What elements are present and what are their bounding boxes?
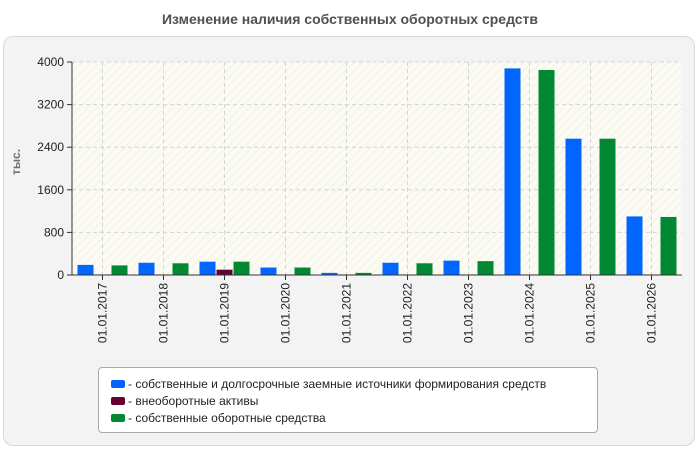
bar-series-3 [416, 263, 433, 275]
bar-series-1 [199, 261, 216, 275]
bars [77, 68, 677, 276]
bar-series-1 [443, 260, 460, 275]
y-tick-label: 4000 [37, 55, 64, 69]
bar-series-3 [294, 267, 311, 275]
y-tick-label: 1600 [37, 183, 64, 197]
y-axis-label: тыс. [9, 149, 23, 175]
bar-series-3 [172, 263, 189, 275]
y-tick-label: 0 [57, 268, 64, 282]
x-tick-label: 01.01.2021 [340, 283, 354, 343]
legend-item: - собственные и долгосрочные заемные ист… [111, 375, 597, 392]
y-tick-label: 3200 [37, 98, 64, 112]
y-tick-label: 2400 [37, 140, 64, 154]
bar-series-3 [355, 272, 372, 275]
x-tick-label: 01.01.2019 [218, 283, 232, 343]
y-tick-label: 800 [44, 225, 64, 239]
bar-series-1 [138, 262, 155, 275]
x-tick-label: 01.01.2025 [584, 283, 598, 343]
bar-series-3 [538, 69, 555, 275]
x-tick-label: 01.01.2018 [157, 283, 171, 343]
grid-lines [72, 61, 682, 275]
chart-title: Изменение наличия собственных оборотных … [161, 11, 539, 27]
legend-swatch-maroon [111, 396, 125, 405]
legend-swatch-blue [111, 379, 125, 388]
axis-labels: 0 800 1600 2400 3200 4000 01.01.2017 01.01.2018… [37, 55, 658, 343]
bar-series-1 [504, 68, 521, 275]
legend-item: - внеоборотные активы [111, 392, 597, 409]
bar-series-1 [565, 138, 582, 275]
legend: - собственные и долгосрочные заемные ист… [98, 367, 598, 433]
x-tick-label: 01.01.2026 [645, 283, 659, 343]
x-tick-label: 01.01.2020 [279, 283, 293, 343]
legend-label: - собственные и долгосрочные заемные ист… [128, 376, 547, 391]
legend-label: - внеоборотные активы [128, 393, 259, 408]
bar-series-3 [660, 216, 677, 275]
bar-series-3 [477, 261, 494, 275]
bar-series-1 [77, 264, 94, 275]
x-tick-label: 01.01.2017 [96, 283, 110, 343]
bar-series-1 [382, 262, 399, 275]
bar-series-3 [599, 138, 616, 275]
axes [67, 61, 682, 280]
legend-item: - собственные оборотные средства [111, 409, 597, 426]
bar-series-1 [321, 272, 338, 275]
legend-label: - собственные оборотные средства [128, 410, 326, 425]
x-tick-label: 01.01.2023 [462, 283, 476, 343]
bar-series-1 [260, 267, 277, 275]
x-tick-label: 01.01.2024 [523, 283, 537, 343]
bar-series-2 [216, 269, 233, 275]
bar-series-3 [233, 261, 250, 275]
x-tick-label: 01.01.2022 [401, 283, 415, 343]
legend-swatch-green [111, 413, 125, 422]
bar-series-3 [111, 265, 128, 275]
bar-series-1 [626, 216, 643, 275]
